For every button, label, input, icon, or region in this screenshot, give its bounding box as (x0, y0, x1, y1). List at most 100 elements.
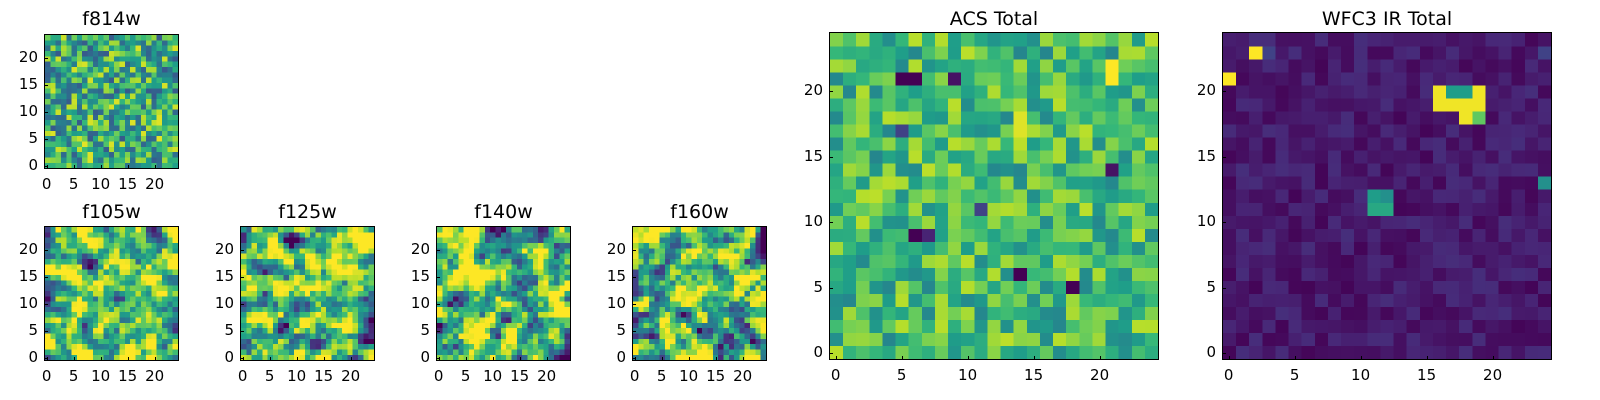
heatmap-cell (718, 264, 724, 270)
heatmap-cell (114, 290, 120, 297)
heatmap-cell (458, 264, 464, 270)
heatmap-cell (755, 258, 761, 265)
heatmap-cell (151, 312, 157, 318)
heatmap-cell (500, 242, 507, 249)
heatmap-cell (675, 269, 681, 275)
heatmap-cell (564, 237, 570, 244)
heatmap-cell (686, 333, 692, 339)
heatmap-cell (869, 345, 883, 359)
heatmap-cell (744, 312, 751, 318)
heatmap-cell (1537, 267, 1551, 282)
heatmap-cell (82, 264, 88, 270)
heatmap-cell (172, 242, 178, 249)
heatmap-cell (1092, 124, 1106, 138)
heatmap-cell (60, 237, 67, 244)
heatmap-cell (843, 98, 857, 112)
heatmap-cell (294, 280, 300, 286)
heatmap-cell (108, 50, 115, 57)
heatmap-cell (843, 85, 857, 99)
heatmap-cell (87, 152, 93, 158)
heatmap-cell (98, 40, 104, 46)
heatmap-cell (1524, 280, 1539, 295)
heatmap-cell (1026, 111, 1041, 125)
heatmap-cell (564, 232, 570, 238)
heatmap-cell (315, 264, 321, 270)
heatmap-cell (151, 162, 157, 168)
heatmap-cell (156, 333, 163, 339)
heatmap-cell (744, 328, 751, 334)
heatmap-cell (1288, 332, 1302, 347)
heatmap-cell (712, 232, 719, 238)
heatmap-cell (522, 285, 528, 291)
heatmap-cell (50, 301, 56, 307)
heatmap-cell (60, 354, 67, 360)
heatmap-cell (538, 269, 544, 275)
heatmap-cell (326, 296, 332, 302)
heatmap-cell (442, 253, 448, 260)
heatmap-cell (151, 104, 157, 110)
heatmap-cell (363, 306, 369, 313)
heatmap-cell (895, 124, 909, 138)
heatmap-cell (760, 258, 766, 265)
heatmap-cell (1262, 46, 1276, 60)
heatmap-cell (718, 344, 724, 350)
heatmap-cell (516, 338, 523, 345)
heatmap-cell (755, 227, 761, 233)
heatmap-cell (140, 328, 147, 334)
heatmap-cell (670, 258, 676, 265)
heatmap-cell (331, 328, 337, 334)
heatmap-cell (358, 253, 364, 260)
heatmap-cell (1419, 293, 1434, 308)
heatmap-cell (468, 349, 475, 355)
heatmap-cell (87, 344, 93, 350)
heatmap-cell (151, 152, 157, 158)
y-tick-label: 15 (18, 267, 38, 286)
heatmap-cell (310, 301, 316, 307)
heatmap-cell (442, 264, 448, 270)
heatmap-cell (543, 290, 549, 297)
heatmap-cell (241, 290, 247, 297)
heatmap-cell (538, 258, 544, 265)
heatmap-cell (241, 237, 247, 244)
heatmap-cell (1249, 267, 1263, 282)
heatmap-cell (442, 285, 448, 291)
heatmap-cell (135, 285, 141, 291)
heatmap-cell (987, 111, 1001, 125)
heatmap-cell (760, 264, 766, 270)
heatmap-cell (103, 227, 109, 233)
heatmap-cell (60, 98, 67, 105)
heatmap-cell (108, 258, 115, 265)
heatmap-cell (119, 93, 125, 99)
heatmap-cell (1432, 241, 1447, 255)
heatmap-cell (1223, 254, 1237, 268)
heatmap-cell (633, 296, 639, 302)
heatmap-cell (987, 306, 1001, 321)
heatmap-cell (299, 248, 305, 254)
heatmap-cell (675, 248, 681, 254)
heatmap-cell (1066, 189, 1080, 203)
y-tick-label: 10 (214, 294, 234, 313)
x-tick-label: 5 (896, 366, 907, 384)
heatmap-cell (643, 258, 650, 265)
heatmap-cell (135, 141, 141, 147)
heatmap-cell (278, 258, 284, 265)
heatmap-cell (664, 333, 671, 339)
heatmap-cell (1301, 85, 1316, 99)
heatmap-cell (452, 253, 459, 260)
heatmap-cell (670, 253, 676, 260)
heatmap-cell (1341, 46, 1355, 60)
heatmap-cell (1406, 85, 1421, 99)
heatmap-cell (654, 301, 660, 307)
heatmap-cell (114, 50, 120, 57)
heatmap-cell (718, 280, 724, 286)
heatmap-cell (1354, 98, 1368, 112)
heatmap-cell (675, 242, 681, 249)
heatmap-cell (45, 40, 51, 46)
heatmap-cell (869, 319, 883, 334)
heatmap-cell (495, 242, 501, 249)
heatmap-cell (342, 269, 348, 275)
heatmap-cell (103, 269, 109, 275)
heatmap-cell (755, 264, 761, 270)
heatmap-cell (363, 354, 369, 360)
heatmap-cell (135, 40, 141, 46)
